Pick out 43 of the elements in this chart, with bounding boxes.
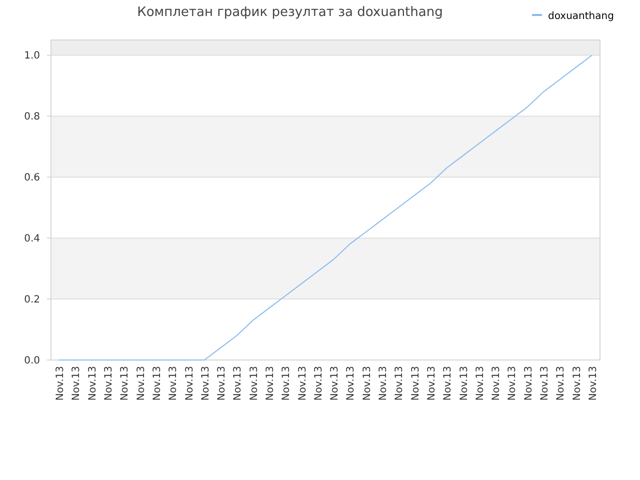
x-tick-label: Nov.13 [136, 366, 147, 401]
x-tick-label: Nov.13 [588, 366, 599, 401]
x-tick-label: Nov.13 [104, 366, 115, 401]
x-tick-label: Nov.13 [491, 366, 502, 401]
x-tick-label: Nov.13 [216, 366, 228, 401]
y-tick-label: 0.0 [24, 356, 40, 366]
x-tick-label: Nov.13 [232, 366, 244, 401]
x-tick-label: Nov.13 [152, 366, 163, 401]
y-tick-label: 1.0 [24, 50, 40, 62]
y-tick-label: 0.6 [24, 172, 40, 184]
x-tick-label: Nov.13 [507, 366, 518, 401]
x-tick-label: Nov.13 [394, 366, 406, 401]
x-tick-label: Nov.13 [378, 366, 390, 401]
x-tick-label: Nov.13 [362, 366, 373, 401]
x-tick-label: Nov.13 [458, 366, 470, 401]
x-tick-label: Nov.13 [248, 366, 260, 401]
x-tick-label: Nov.13 [410, 366, 422, 401]
chart-title: Комплетан график резултат за doxuanthang [137, 5, 443, 20]
x-tick-label: Nov.13 [87, 366, 98, 401]
y-tick-label: 0.2 [24, 294, 40, 306]
x-tick-label: Nov.13 [346, 366, 357, 401]
x-tick-label: Nov.13 [556, 366, 567, 401]
x-tick-label: Nov.13 [523, 366, 534, 401]
x-tick-label: Nov.13 [426, 366, 438, 401]
legend-label: doxuanthang [548, 11, 614, 22]
x-tick-label: Nov.13 [200, 366, 212, 401]
x-tick-label: Nov.13 [572, 366, 583, 401]
x-tick-label: Nov.13 [184, 366, 196, 401]
x-tick-label: Nov.13 [442, 366, 454, 401]
x-tick-label: Nov.13 [120, 366, 131, 401]
y-tick-label: 0.4 [24, 234, 40, 245]
x-tick-label: Nov.13 [168, 366, 180, 401]
x-tick-label: Nov.13 [55, 366, 66, 401]
x-tick-label: Nov.13 [474, 366, 486, 401]
x-tick-label: Nov.13 [281, 366, 292, 401]
x-tick-label: Nov.13 [313, 366, 324, 401]
x-tick-label: Nov.13 [297, 366, 308, 401]
y-tick-label: 0.8 [24, 112, 40, 123]
x-tick-label: Nov.13 [539, 366, 550, 401]
x-tick-label: Nov.13 [71, 366, 82, 401]
line-series [58, 54, 592, 360]
x-tick-label: Nov.13 [330, 366, 341, 401]
x-tick-label: Nov.13 [264, 366, 276, 401]
